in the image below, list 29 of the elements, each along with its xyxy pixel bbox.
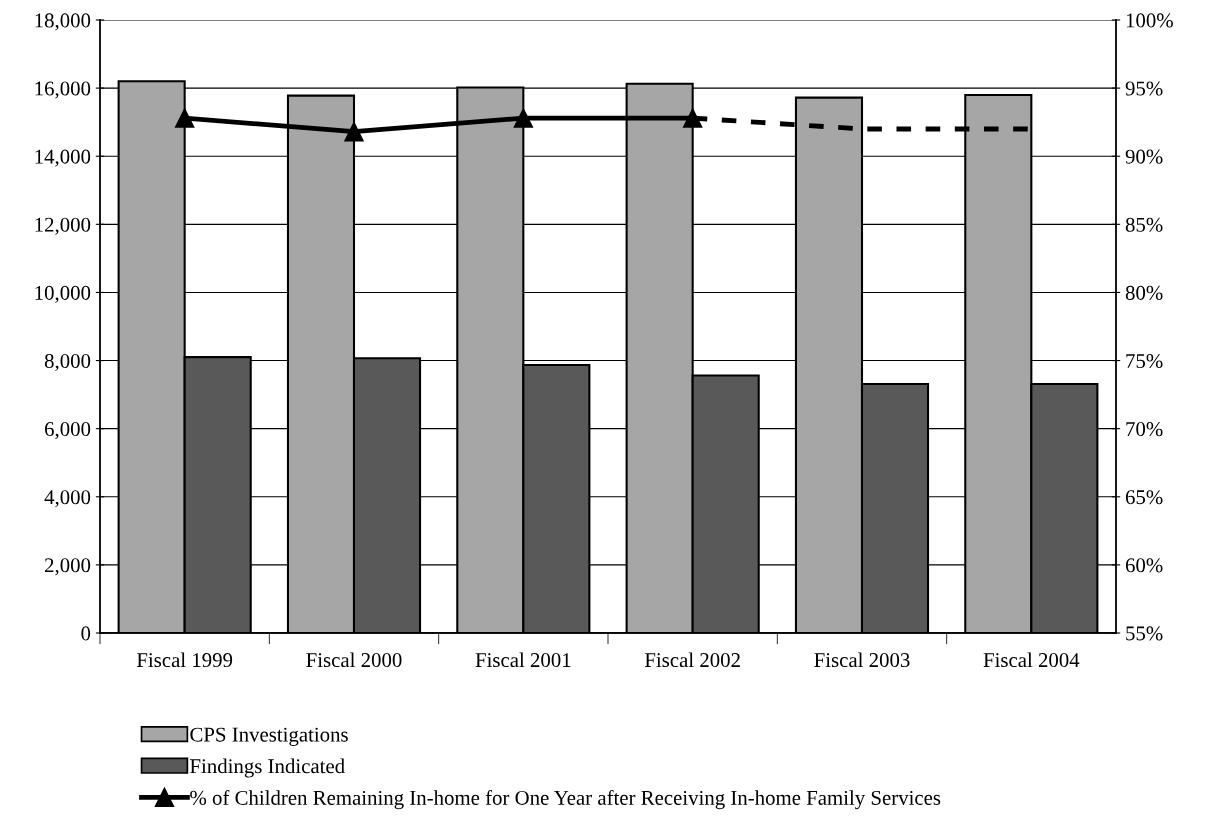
x-tick-label: Fiscal 2001 [475, 652, 571, 668]
legend-label: % of Children Remaining In-home for One Year after Receiving In-home Family Services [190, 790, 941, 810]
y-tick-label: 12,000 [35, 217, 91, 235]
y-tick-label: 4,000 [44, 490, 91, 508]
legend-label: Findings Indicated [190, 758, 345, 778]
x-tick-label: Fiscal 2004 [983, 652, 1080, 668]
y-tick-label: 16,000 [35, 81, 91, 99]
y2-tick-label: 95% [1125, 81, 1163, 96]
y2-tick-label: 65% [1125, 490, 1163, 505]
y2-tick-label: 80% [1125, 285, 1163, 300]
x-tick-label: Fiscal 2003 [814, 652, 910, 668]
y2-tick-label: 60% [1125, 558, 1163, 573]
y-tick-label: 18,000 [35, 13, 91, 31]
y-tick-label: 2,000 [45, 558, 91, 576]
y2-tick-label: 100% [1126, 13, 1173, 28]
y2-tick-label: 55% [1126, 626, 1163, 641]
y2-tick-label: 75% [1126, 353, 1163, 369]
y-tick-label: 10,000 [35, 285, 91, 303]
y2-tick-label: 85% [1125, 217, 1163, 232]
y2-tick-label: 90% [1125, 149, 1163, 164]
y-tick-label: 0 [81, 626, 91, 641]
legend-label: CPS Investigations [190, 727, 348, 746]
y2-tick-label: 70% [1126, 422, 1163, 437]
x-tick-label: Fiscal 2000 [306, 652, 402, 668]
y-tick-label: 8,000 [44, 353, 91, 371]
y-tick-label: 14,000 [35, 149, 91, 167]
y-tick-label: 6,000 [44, 422, 91, 440]
x-tick-label: Fiscal 2002 [644, 652, 740, 668]
x-tick-label: Fiscal 1999 [136, 652, 233, 668]
